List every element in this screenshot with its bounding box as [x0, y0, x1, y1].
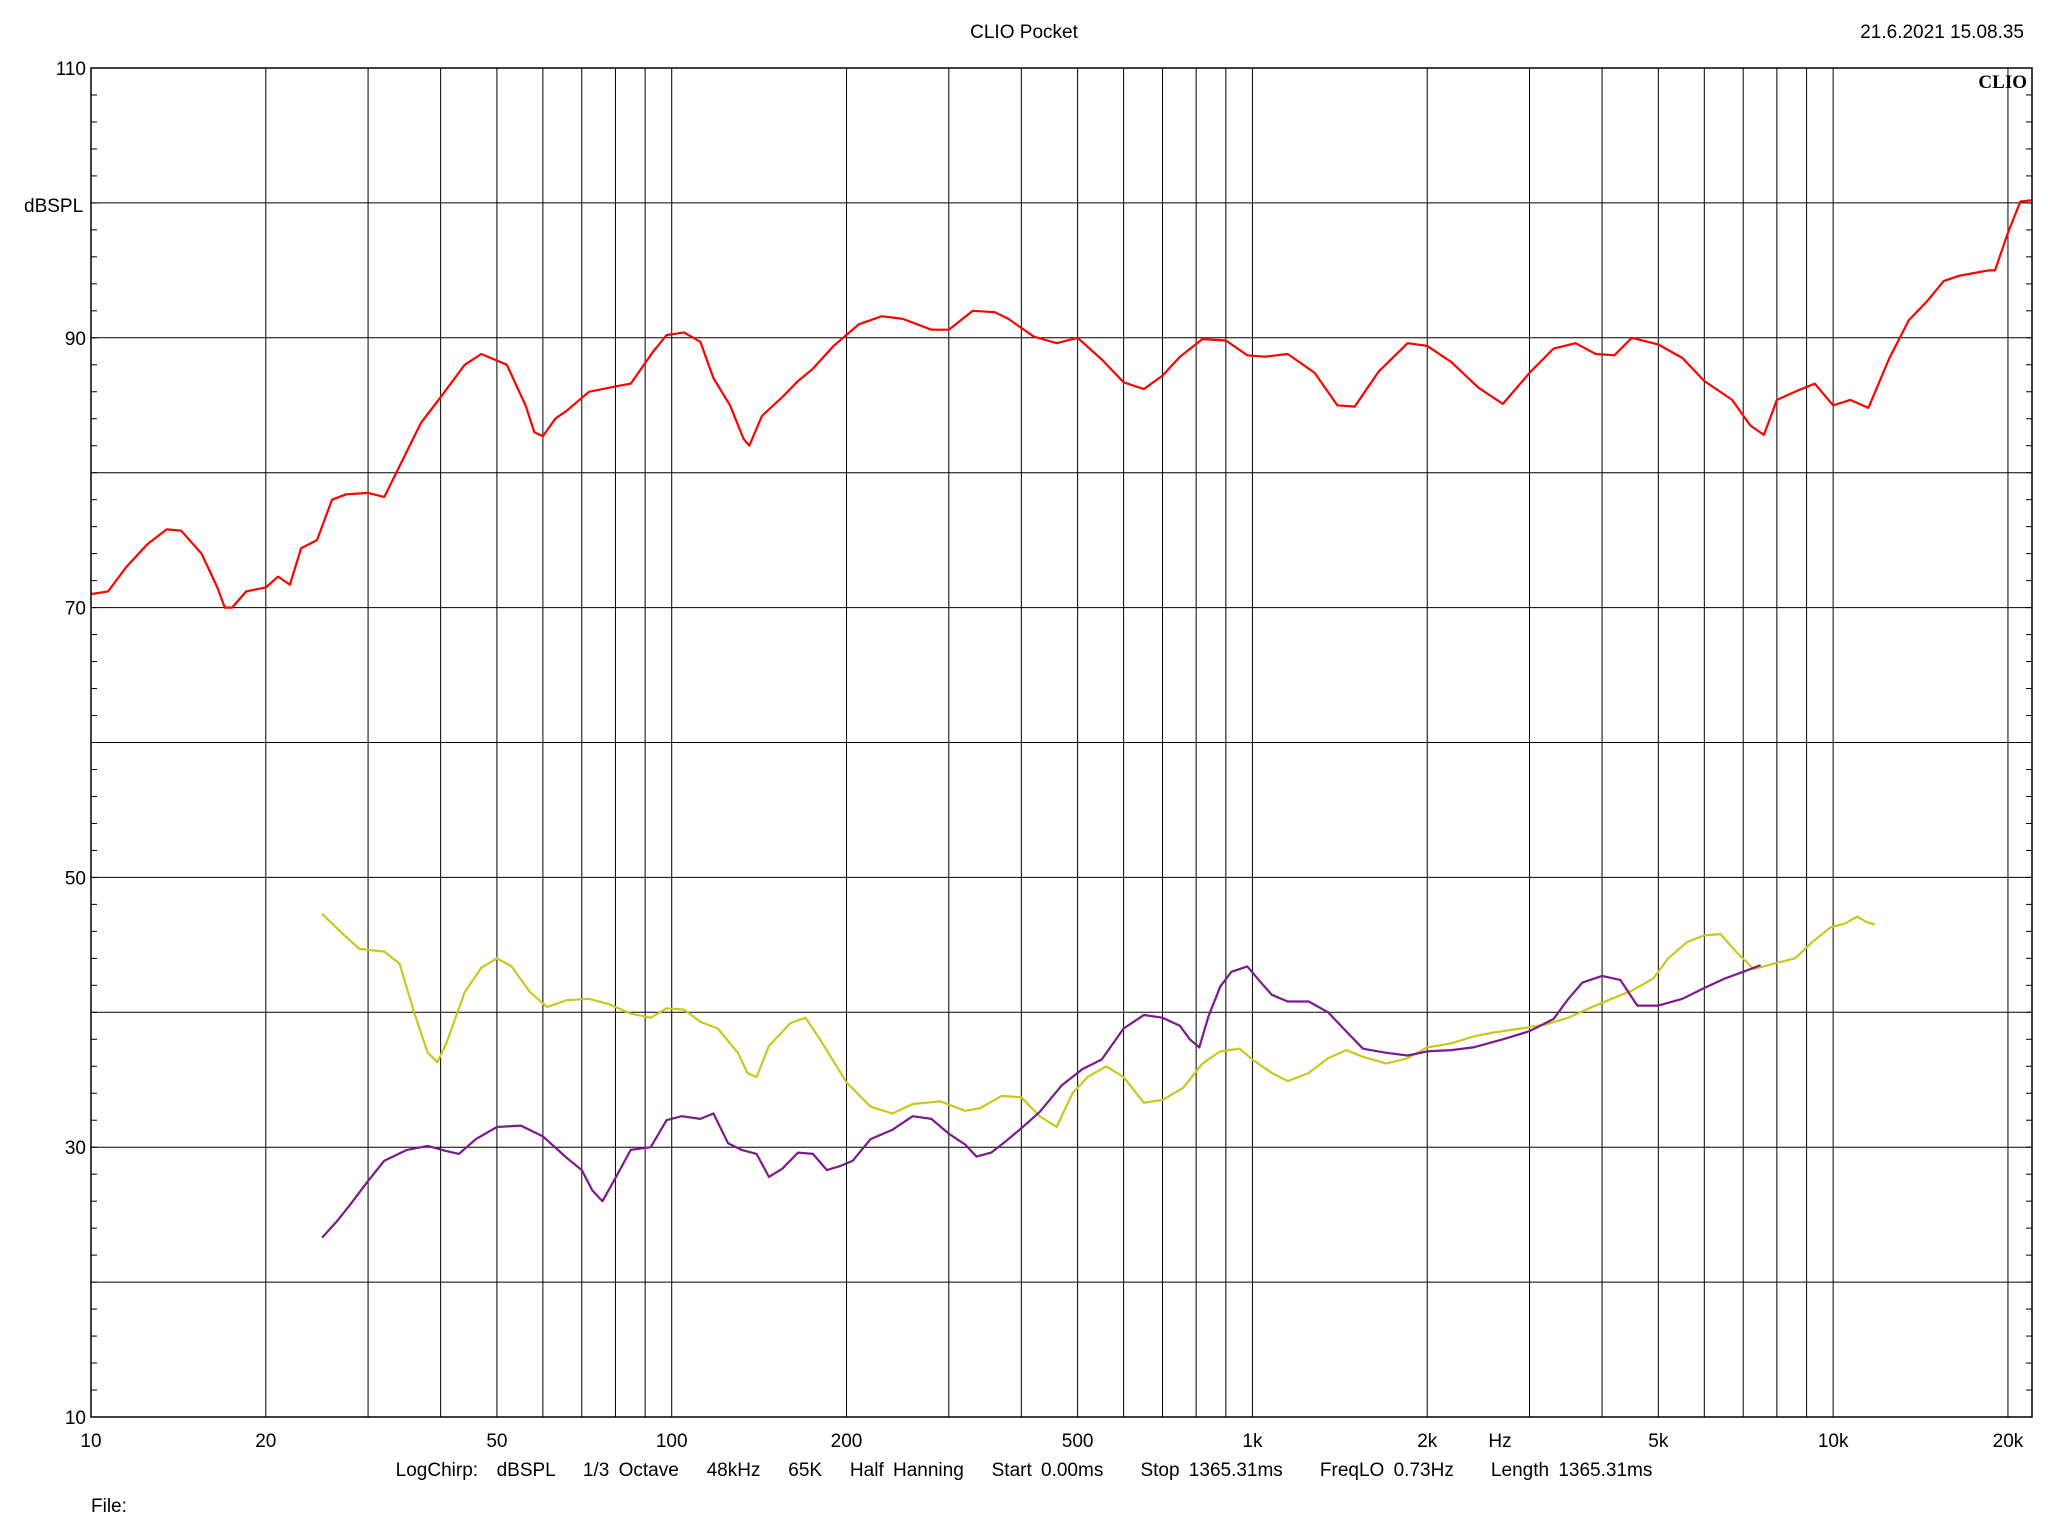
clio-brand-logo: CLIO	[1978, 72, 2027, 93]
x-tick-label: 10	[80, 1431, 101, 1452]
y-tick-label: 90	[65, 329, 86, 350]
x-tick-label: 20k	[1993, 1431, 2024, 1452]
x-axis-label: Hz	[1488, 1431, 1511, 1452]
grid	[91, 68, 2032, 1417]
x-tick-label: 1k	[1242, 1431, 1263, 1452]
x-tick-label: 20	[255, 1431, 276, 1452]
x-tick-label: 500	[1062, 1431, 1094, 1452]
y-tick-label: 50	[65, 868, 86, 889]
y-tick-label: 70	[65, 599, 86, 620]
series	[90, 199, 2033, 1239]
timestamp: 21.6.2021 15.08.35	[1860, 22, 2024, 43]
measurement-settings: LogChirp: dBSPL 1/3 Octave 48kHz 65K Hal…	[395, 1460, 1653, 1481]
x-tick-label: 50	[486, 1431, 507, 1452]
file-label: File:	[91, 1496, 127, 1517]
y-tick-label: 30	[65, 1138, 86, 1159]
x-tick-label: 100	[656, 1431, 688, 1452]
chart-title: CLIO Pocket	[970, 22, 1078, 43]
x-tick-label: 200	[831, 1431, 863, 1452]
y-tick-label: 10	[65, 1408, 86, 1429]
series-line-2	[321, 913, 1876, 1129]
series-line-3	[321, 964, 1761, 1239]
y-tick-label: 110	[56, 59, 86, 80]
y-axis-label: dBSPL	[24, 196, 83, 217]
x-tick-label: 2k	[1417, 1431, 1438, 1452]
x-tick-label: 5k	[1648, 1431, 1669, 1452]
series-line-1	[90, 199, 2033, 609]
ticks: 10 20 50 100 200 500 1k 2k 5k 10k 20k 10 30 50 70 90 110	[56, 59, 2032, 1452]
x-tick-label: 10k	[1818, 1431, 1849, 1452]
